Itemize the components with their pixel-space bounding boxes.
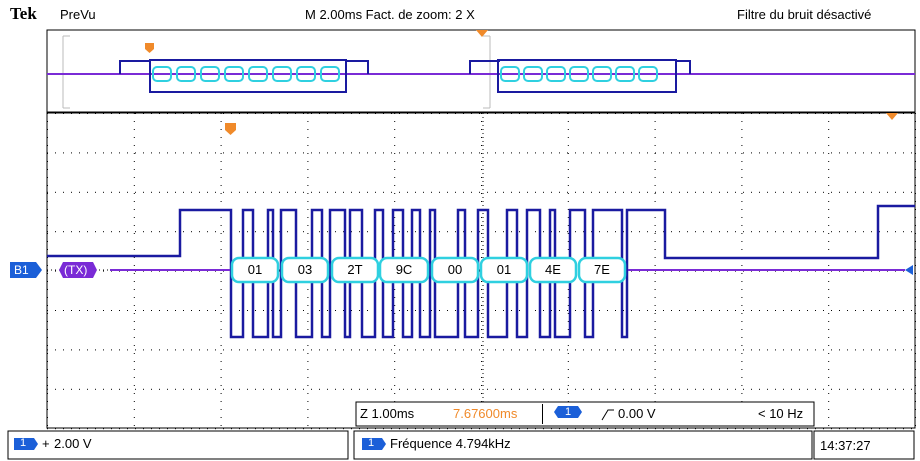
zoom-factor-readout: M 2.00ms Fact. de zoom: 2 X [305, 7, 475, 22]
brand-logo: Tek [10, 4, 37, 23]
decode-byte: 01 [496, 262, 512, 277]
trigger-rate: < 10 Hz [758, 406, 804, 421]
decode-boxes [230, 256, 627, 284]
noise-filter-status: Filtre du bruit désactivé [737, 7, 872, 22]
decode-byte: 03 [297, 262, 313, 277]
measurement-channel: 1 [368, 437, 375, 449]
decode-byte: 4E [545, 262, 561, 277]
decode-byte: 9C [395, 262, 413, 277]
acquisition-status: PreVu [60, 7, 96, 22]
decode-byte: 01 [247, 262, 263, 277]
decode-byte: 7E [594, 262, 610, 277]
overview-panel [46, 29, 916, 113]
bus-name-tag [59, 262, 97, 278]
zoom-position: 7.67600ms [453, 406, 518, 421]
trigger-level: 0.00 V [618, 406, 656, 421]
bus-label-tag [10, 262, 42, 278]
zoom-timebase: Z 1.00ms [360, 406, 415, 421]
title-bar: Tek PreVu M 2.00ms Fact. de zoom: 2 X Fi… [0, 0, 920, 30]
clock: 14:37:27 [820, 438, 871, 453]
channel-number: 1 [20, 437, 27, 449]
decode-byte: 00 [447, 262, 463, 277]
bus-label: B1 [14, 263, 29, 277]
decode-byte: 2T [347, 262, 363, 277]
bus-name: (TX) [64, 263, 88, 277]
trigger-channel: 1 [565, 406, 572, 418]
frequency-measurement[interactable]: Fréquence 4.794kHz [390, 436, 511, 451]
channel-coupling-icon: + [42, 436, 50, 451]
overview-trigger-marker [145, 43, 154, 53]
channel-badge [14, 438, 38, 450]
trigger-position-marker [225, 123, 236, 135]
channel-scale[interactable]: 2.00 V [54, 436, 92, 451]
